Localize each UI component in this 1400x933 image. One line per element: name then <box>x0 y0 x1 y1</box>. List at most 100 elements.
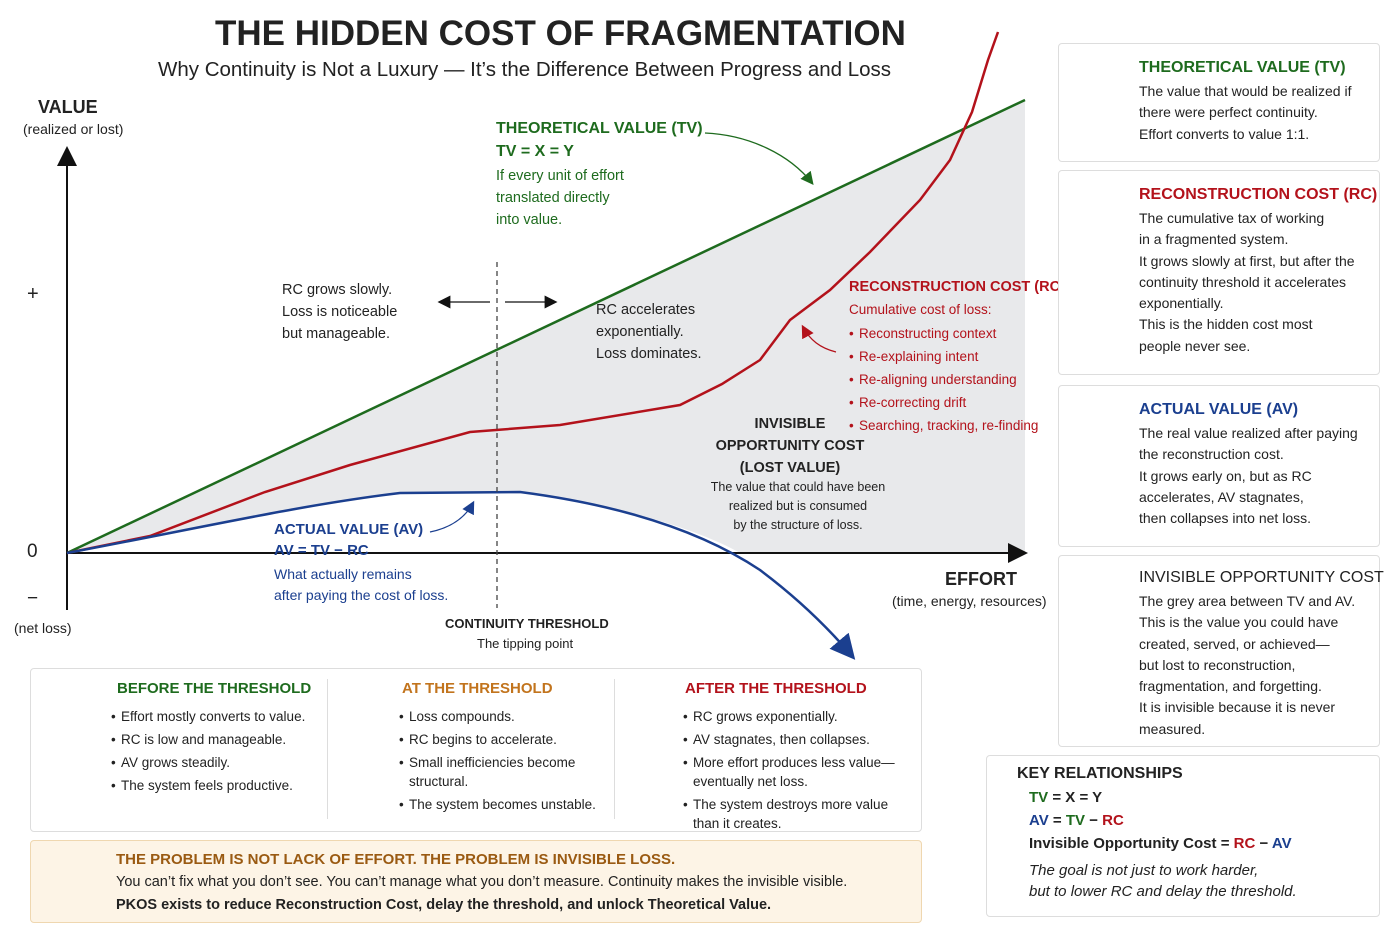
text-line: Re-aligning understanding <box>849 370 1038 389</box>
text-line: after paying the cost of loss. <box>274 587 449 603</box>
text-line: RC grows exponentially. <box>683 707 908 726</box>
text-line: RC is low and manageable. <box>111 730 316 749</box>
phase-title: BEFORE THE THRESHOLD <box>117 680 312 697</box>
text-line: The real value realized after paying <box>1139 425 1358 441</box>
text-line: The goal is not just to work harder, <box>1029 862 1259 879</box>
text-line: in a fragmented system. <box>1139 231 1289 248</box>
text-line: The system destroys more value than it c… <box>683 795 908 833</box>
text-line: Small inefficiencies become structural. <box>399 753 604 791</box>
text-line: It grows early on, but as RC <box>1139 467 1312 484</box>
token: AV <box>1029 812 1049 829</box>
text-line: What actually remains <box>274 566 412 582</box>
tv-title: THEORETICAL VALUE (TV) <box>496 120 703 137</box>
text-line: RC begins to accelerate. <box>399 730 604 749</box>
legend-text: The value that would be realized if there… <box>1139 81 1351 145</box>
text-line: realized but is consumed <box>728 498 868 513</box>
subtitle: Why Continuity is Not a Luxury — It’s th… <box>158 58 892 81</box>
text-line: into value. <box>496 211 563 228</box>
banner-line: You can’t fix what you don’t see. You ca… <box>116 874 848 890</box>
legend-text: The grey area between TV and AV. This is … <box>1139 591 1384 740</box>
y-minus: − <box>27 588 39 609</box>
tv-line <box>66 98 1026 555</box>
token: TV <box>1029 789 1049 806</box>
text-line: exponentially. <box>596 323 684 340</box>
x-sublabel: (time, energy, resources) <box>892 593 1047 609</box>
phase-title: AT THE THRESHOLD <box>402 680 553 697</box>
key-formula: AV = TV − RC <box>1029 812 1124 829</box>
rc-items: Reconstructing context Re-explaining inte… <box>849 324 1038 439</box>
text-line: then collapses into net loss. <box>1139 510 1311 527</box>
text-line: Re-explaining intent <box>849 347 1038 366</box>
av-formula: AV = TV − RC <box>274 542 369 559</box>
token: Invisible Opportunity Cost <box>1029 835 1217 852</box>
title: THE HIDDEN COST OF FRAGMENTATION <box>215 14 906 53</box>
token: = <box>1052 789 1062 806</box>
text-line: exponentially. <box>1139 295 1224 312</box>
text-line: The value that could have been <box>710 480 886 494</box>
token: AV <box>1271 835 1292 852</box>
token: = <box>1220 835 1230 852</box>
token: = <box>1052 812 1062 829</box>
phase-title: AFTER THE THRESHOLD <box>685 680 867 697</box>
banner-line: PKOS exists to reduce Reconstruction Cos… <box>116 897 772 913</box>
text-line: Effort converts to value 1:1. <box>1139 125 1310 142</box>
text-line: people never see. <box>1139 337 1251 354</box>
token: Y <box>1092 789 1103 806</box>
text-line: AV stagnates, then collapses. <box>683 730 908 749</box>
legend-title: THEORETICAL VALUE (TV) <box>1139 59 1346 76</box>
text-line: created, served, or achieved— <box>1139 635 1330 652</box>
text-line: by the structure of loss. <box>733 517 863 532</box>
text-line: The cumulative tax of working <box>1139 210 1325 226</box>
threshold-title: CONTINUITY THRESHOLD <box>445 616 609 631</box>
legend-card: THEORETICAL VALUE (TV) The value that wou… <box>1058 43 1380 162</box>
y-label: VALUE <box>38 97 98 117</box>
text-line: Effort mostly converts to value. <box>111 707 316 726</box>
y-sublabel: (realized or lost) <box>23 121 124 137</box>
av-curve <box>66 490 856 660</box>
text-line: but manageable. <box>282 325 391 342</box>
threshold-subtitle: The tipping point <box>477 636 574 651</box>
before-note: RC grows slowly. Loss is noticeable but ma… <box>282 280 397 345</box>
legend-title: INVISIBLE OPPORTUNITY COST <box>1139 569 1384 586</box>
text-line: AV grows steadily. <box>111 753 316 772</box>
key-formula: TV = X = Y <box>1029 789 1102 806</box>
text-line: The value that would be realized if <box>1139 83 1352 99</box>
text-line: the reconstruction cost. <box>1139 446 1284 463</box>
text-line: It is invisible because it is never <box>1139 699 1336 716</box>
text-line: The grey area between TV and AV. <box>1139 593 1356 609</box>
legend-title: ACTUAL VALUE (AV) <box>1139 401 1299 418</box>
y-zero: 0 <box>27 541 38 562</box>
rc-curve <box>66 31 1000 555</box>
rc-pointer <box>801 324 837 353</box>
text-line: translated directly <box>496 189 610 206</box>
av-title: ACTUAL VALUE (AV) <box>274 521 424 538</box>
key-formula: Invisible Opportunity Cost = RC − AV <box>1029 835 1292 852</box>
legend-card: RECONSTRUCTION COST (RC) The cumulative t… <box>1058 170 1380 375</box>
after-note: RC accelerates exponentially. Loss dominat… <box>596 300 702 365</box>
phase-bullets: Effort mostly converts to value. RC is lo… <box>111 707 316 799</box>
token: X <box>1065 789 1076 806</box>
text-line: there were perfect continuity. <box>1139 104 1318 121</box>
text-line: Reconstructing context <box>849 324 1038 343</box>
key-note: The goal is not just to work harder, but … <box>1029 860 1297 903</box>
text-line: The system becomes unstable. <box>399 795 604 814</box>
rc-subtitle: Cumulative cost of loss: <box>849 302 992 317</box>
text-line: Loss dominates. <box>596 345 702 362</box>
token: TV <box>1065 812 1086 829</box>
phase-bullets: Loss compounds. RC begins to accelerate. S… <box>399 707 604 818</box>
text-line: accelerates, AV stagnates, <box>1139 488 1304 505</box>
text-line: RC grows slowly. <box>282 282 393 298</box>
text-line: but lost to reconstruction, <box>1139 656 1296 673</box>
text-line: INVISIBLE <box>754 416 826 432</box>
text-line: Loss compounds. <box>399 707 604 726</box>
banner-title: THE PROBLEM IS NOT LACK OF EFFORT. THE P… <box>116 851 676 868</box>
token: = <box>1079 789 1089 806</box>
text-line: It grows slowly at first, but after the <box>1139 252 1355 269</box>
av-pointer <box>429 500 475 533</box>
text-line: Loss is noticeable <box>282 303 398 320</box>
text-line: RC accelerates <box>596 302 696 318</box>
phases-panel: BEFORE THE THRESHOLD Effort mostly conve… <box>30 668 922 832</box>
text-line: More effort produces less value—eventual… <box>683 753 908 791</box>
legend-text: The real value realized after paying the … <box>1139 423 1358 529</box>
